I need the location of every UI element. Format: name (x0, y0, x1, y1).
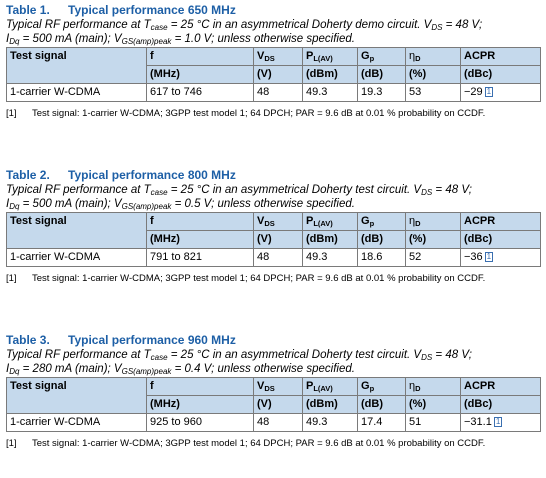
table-number: Table 3. (6, 333, 50, 347)
table-caption: Table 1. Typical performance 650 MHz (6, 3, 540, 18)
col-frequency: f (146, 212, 254, 231)
table-section: Table 1. Typical performance 650 MHz Typi… (6, 3, 541, 120)
cell-gp: 17.4 (357, 413, 406, 432)
col-vds: VDS (253, 47, 303, 66)
cell-gp: 18.6 (357, 248, 406, 267)
table-title: Typical performance 960 MHz (68, 333, 236, 347)
performance-table: Test signal f VDS PL(AV) Gp ηD ACPR (MHz… (6, 212, 541, 267)
col-test-signal: Test signal (6, 47, 147, 66)
col-test-signal: Test signal (6, 377, 147, 396)
table-footnote: [1] Test signal: 1-carrier W-CDMA; 3GPP … (6, 108, 540, 120)
unit-percent: (%) (405, 230, 461, 249)
table-row: 1-carrier W-CDMA 925 to 960 48 49.3 17.4… (6, 413, 541, 432)
col-gp: Gp (357, 212, 406, 231)
cell-gp: 19.3 (357, 83, 406, 102)
unit-mhz: (MHz) (146, 395, 254, 414)
cell-pl: 49.3 (302, 83, 358, 102)
unit-v: (V) (253, 230, 303, 249)
col-frequency: f (146, 47, 254, 66)
footnote-text: Test signal: 1-carrier W-CDMA; 3GPP test… (32, 273, 486, 284)
unit-percent: (%) (405, 65, 461, 84)
unit-dbc: (dBc) (460, 395, 541, 414)
col-pl: PL(AV) (302, 377, 358, 396)
cell-eta: 53 (405, 83, 461, 102)
header-row: Test signal f VDS PL(AV) Gp ηD ACPR (6, 47, 541, 66)
table-number: Table 2. (6, 168, 50, 182)
table-title: Typical performance 800 MHz (68, 168, 236, 182)
cell-frequency: 925 to 960 (146, 413, 254, 432)
cell-pl: 49.3 (302, 248, 358, 267)
header-row: Test signal f VDS PL(AV) Gp ηD ACPR (6, 377, 541, 396)
footnote-ref-link[interactable]: 1 (493, 417, 503, 427)
table-section: Table 2. Typical performance 800 MHz Typi… (6, 168, 541, 285)
col-eta: ηD (405, 377, 461, 396)
table-footnote: [1] Test signal: 1-carrier W-CDMA; 3GPP … (6, 438, 540, 450)
unit-row: (MHz) (V) (dBm) (dB) (%) (dBc) (6, 230, 541, 249)
col-test-signal: Test signal (6, 212, 147, 231)
col-vds: VDS (253, 377, 303, 396)
col-acpr: ACPR (460, 212, 541, 231)
cell-signal: 1-carrier W-CDMA (6, 248, 147, 267)
unit-row: (MHz) (V) (dBm) (dB) (%) (dBc) (6, 65, 541, 84)
cell-vds: 48 (253, 248, 303, 267)
table-number: Table 1. (6, 3, 50, 17)
unit-db: (dB) (357, 230, 406, 249)
unit-db: (dB) (357, 65, 406, 84)
unit-mhz: (MHz) (146, 65, 254, 84)
table-row: 1-carrier W-CDMA 617 to 746 48 49.3 19.3… (6, 83, 541, 102)
col-pl: PL(AV) (302, 47, 358, 66)
cell-acpr: −29 1 (460, 83, 541, 102)
table-row: 1-carrier W-CDMA 791 to 821 48 49.3 18.6… (6, 248, 541, 267)
unit-v: (V) (253, 65, 303, 84)
table-description: Typical RF performance at Tcase = 25 °C … (6, 349, 472, 376)
footnote-text: Test signal: 1-carrier W-CDMA; 3GPP test… (32, 438, 486, 449)
col-acpr: ACPR (460, 47, 541, 66)
col-eta: ηD (405, 47, 461, 66)
cell-acpr: −31.1 1 (460, 413, 541, 432)
unit-mhz: (MHz) (146, 230, 254, 249)
footnote-marker: [1] (6, 438, 17, 449)
col-acpr: ACPR (460, 377, 541, 396)
cell-signal: 1-carrier W-CDMA (6, 413, 147, 432)
table-footnote: [1] Test signal: 1-carrier W-CDMA; 3GPP … (6, 273, 540, 285)
cell-frequency: 617 to 746 (146, 83, 254, 102)
col-pl: PL(AV) (302, 212, 358, 231)
col-eta: ηD (405, 212, 461, 231)
col-gp: Gp (357, 47, 406, 66)
cell-eta: 52 (405, 248, 461, 267)
footnote-marker: [1] (6, 108, 17, 119)
unit-dbm: (dBm) (302, 230, 358, 249)
unit-dbc: (dBc) (460, 230, 541, 249)
cell-eta: 51 (405, 413, 461, 432)
cell-pl: 49.3 (302, 413, 358, 432)
table-description: Typical RF performance at Tcase = 25 °C … (6, 19, 483, 46)
cell-acpr: −36 1 (460, 248, 541, 267)
unit-dbm: (dBm) (302, 395, 358, 414)
header-row: Test signal f VDS PL(AV) Gp ηD ACPR (6, 212, 541, 231)
table-section: Table 3. Typical performance 960 MHz Typi… (6, 333, 541, 450)
unit-row: (MHz) (V) (dBm) (dB) (%) (dBc) (6, 395, 541, 414)
footnote-ref-link[interactable]: 1 (484, 252, 494, 262)
table-caption: Table 3. Typical performance 960 MHz (6, 333, 540, 348)
cell-frequency: 791 to 821 (146, 248, 254, 267)
cell-vds: 48 (253, 413, 303, 432)
footnote-marker: [1] (6, 273, 17, 284)
cell-vds: 48 (253, 83, 303, 102)
performance-table: Test signal f VDS PL(AV) Gp ηD ACPR (MHz… (6, 47, 541, 102)
footnote-ref-link[interactable]: 1 (484, 87, 494, 97)
unit-dbm: (dBm) (302, 65, 358, 84)
col-gp: Gp (357, 377, 406, 396)
performance-table: Test signal f VDS PL(AV) Gp ηD ACPR (MHz… (6, 377, 541, 432)
unit-v: (V) (253, 395, 303, 414)
table-title: Typical performance 650 MHz (68, 3, 236, 17)
col-vds: VDS (253, 212, 303, 231)
footnote-text: Test signal: 1-carrier W-CDMA; 3GPP test… (32, 108, 486, 119)
table-caption: Table 2. Typical performance 800 MHz (6, 168, 540, 183)
table-description: Typical RF performance at Tcase = 25 °C … (6, 184, 472, 211)
unit-percent: (%) (405, 395, 461, 414)
cell-signal: 1-carrier W-CDMA (6, 83, 147, 102)
unit-db: (dB) (357, 395, 406, 414)
col-frequency: f (146, 377, 254, 396)
unit-dbc: (dBc) (460, 65, 541, 84)
